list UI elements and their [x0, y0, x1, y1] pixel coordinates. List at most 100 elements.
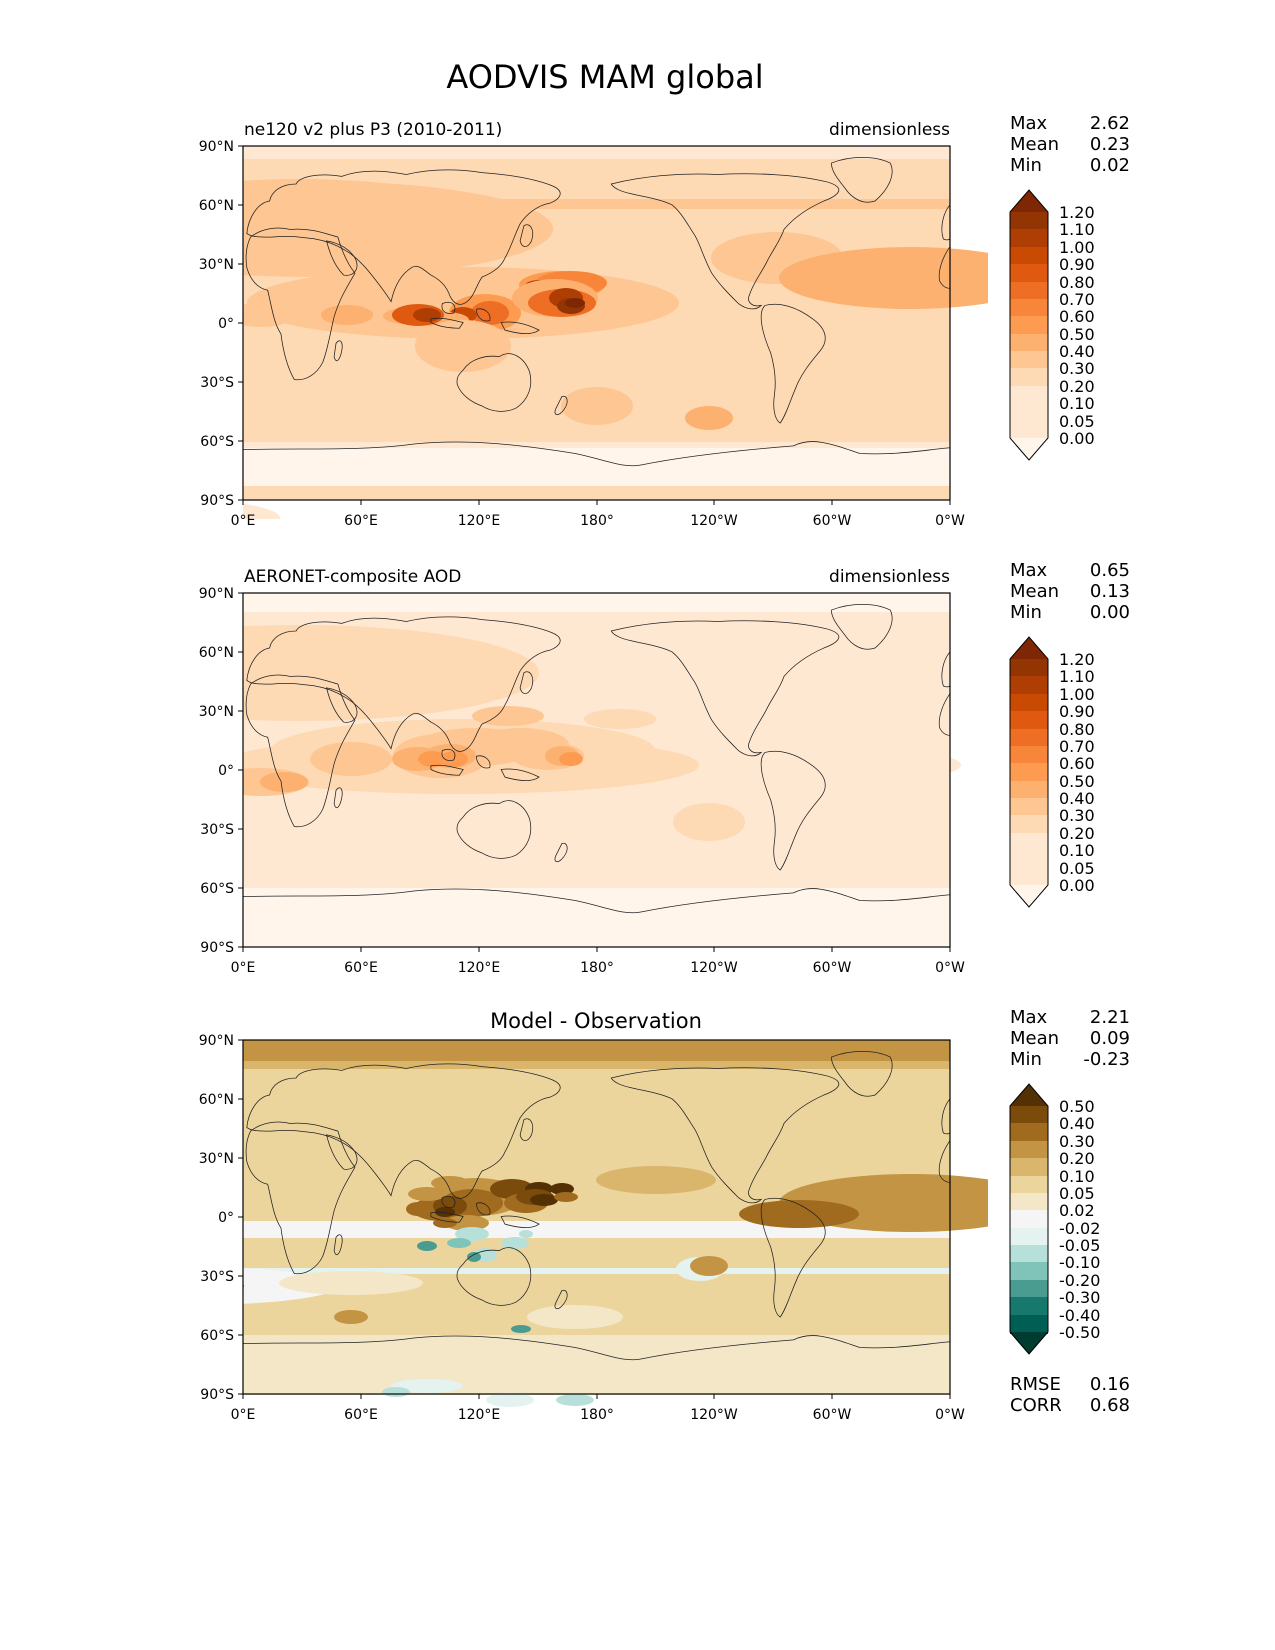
colorbar-level-label: 0.60 — [1059, 754, 1095, 773]
field-patch-12 — [559, 752, 583, 766]
field-patch-13 — [310, 742, 392, 776]
colorbar-segment — [1010, 781, 1048, 800]
lat-tick-label: 30°S — [200, 1269, 234, 1285]
colorbar-segment — [1010, 850, 1048, 869]
field-patch-5 — [779, 247, 988, 309]
colorbar-level-label: 0.90 — [1059, 702, 1095, 721]
field-patch-18 — [113, 759, 185, 787]
field-patch-33 — [0, 506, 132, 530]
lon-tick-label: 60°W — [813, 960, 852, 976]
colorbar-segment — [1010, 763, 1048, 782]
colorbar-level-label: -0.05 — [1059, 1236, 1100, 1255]
colorbar-segment — [1010, 1210, 1048, 1229]
colorbar-segment — [1010, 815, 1048, 834]
lon-tick-label: 120°W — [690, 513, 738, 529]
lat-tick-label: 30°N — [199, 704, 234, 720]
colorbar-extend-top — [1010, 1084, 1048, 1106]
field-patch-24 — [243, 303, 295, 327]
field-patch-22 — [408, 1187, 446, 1201]
lon-tick-label: 120°E — [458, 1407, 501, 1423]
colorbar-segment — [1010, 421, 1048, 440]
colorbar-level-label: 0.30 — [1059, 359, 1095, 378]
figure-title: AODVIS MAM global — [446, 58, 763, 96]
colorbar-segment — [1010, 1280, 1048, 1299]
colorbar-level-label: 0.10 — [1059, 394, 1095, 413]
field-patch-29 — [415, 320, 511, 372]
field-patch-24 — [445, 1215, 489, 1231]
field-patch-23 — [0, 703, 41, 723]
colorbar-segment — [1010, 368, 1048, 387]
lon-tick-label: 60°E — [344, 1407, 378, 1423]
field-patch-39 — [207, 1285, 221, 1293]
stat-value-mean: 0.09 — [1090, 1028, 1130, 1049]
colorbar: 0.500.400.300.200.100.050.02-0.02-0.05-0… — [1009, 1083, 1100, 1355]
colorbar-extend-top — [1010, 190, 1048, 212]
map-field — [0, 592, 961, 948]
colorbar-level-label: 0.80 — [1059, 720, 1095, 739]
colorbar-level-label: -0.30 — [1059, 1288, 1100, 1307]
field-patch-49 — [12, 1456, 108, 1476]
lat-tick-label: 90°S — [200, 1387, 234, 1403]
colorbar-outline — [1009, 636, 1049, 908]
field-patch-1 — [243, 1080, 599, 1148]
map-field — [12, 1039, 988, 1476]
colorbar-segment — [1010, 351, 1048, 370]
field-band-2 — [243, 442, 950, 452]
colorbar-segment — [1010, 403, 1048, 422]
field-patch-48 — [556, 1394, 594, 1406]
lon-tick-label: 0°E — [231, 513, 256, 529]
colorbar-level-label: 0.40 — [1059, 342, 1095, 361]
field-patch-28 — [345, 360, 537, 412]
field-patch-32 — [243, 503, 280, 519]
colorbar-level-label: -0.02 — [1059, 1219, 1100, 1238]
lon-tick-label: 60°E — [344, 513, 378, 529]
colorbar-level-label: 0.00 — [1059, 876, 1095, 895]
map-panel-3: Model - Observation 90°N 60°N 30°N 0° 30°S 60°… — [12, 1007, 1130, 1476]
colorbar-level-label: 1.20 — [1059, 650, 1095, 669]
colorbar-level-label: 0.05 — [1059, 859, 1095, 878]
colorbar-level-label: 0.00 — [1059, 429, 1095, 448]
colorbar-level-label: 0.30 — [1059, 806, 1095, 825]
colorbar-segment — [1010, 1158, 1048, 1177]
stat-value-max: 0.65 — [1090, 560, 1130, 581]
colorbar-level-label: 0.40 — [1059, 789, 1095, 808]
lon-tick-label: 180° — [580, 1407, 614, 1423]
colorbar-segment — [1010, 1176, 1048, 1195]
stat-label-min: Min — [1010, 155, 1042, 176]
colorbar-level-label: 0.20 — [1059, 1149, 1095, 1168]
colorbar-segment — [1010, 386, 1048, 405]
colorbar-level-label: 0.10 — [1059, 841, 1095, 860]
field-band-1 — [243, 888, 950, 948]
lat-tick-label: 0° — [218, 763, 234, 779]
field-patch-15 — [530, 1194, 558, 1206]
field-band-0 — [243, 1040, 950, 1061]
colorbar-level-label: -0.10 — [1059, 1253, 1100, 1272]
colorbar-level-label: -0.20 — [1059, 1271, 1100, 1290]
panel-left-title: ne120 v2 plus P3 (2010-2011) — [244, 120, 502, 140]
lon-tick-label: 180° — [580, 513, 614, 529]
field-patch-46 — [486, 1393, 534, 1407]
colorbar-segment — [1010, 1228, 1048, 1247]
field-patch-25 — [433, 1218, 457, 1228]
field-patch-15 — [418, 751, 446, 767]
field-band-1 — [243, 199, 950, 209]
stat-label-min: Min — [1010, 1049, 1042, 1070]
field-patch-31 — [685, 406, 733, 430]
colorbar-level-label: 0.10 — [1059, 1167, 1095, 1186]
field-patch-21 — [673, 803, 745, 841]
stat-value-min: 0.02 — [1090, 155, 1130, 176]
colorbar-extend-bottom — [1010, 1332, 1048, 1354]
colorbar-segment — [1010, 868, 1048, 887]
stat-label-mean: Mean — [1010, 1028, 1059, 1049]
colorbar-extend-top — [1010, 637, 1048, 659]
field-patch-19 — [435, 1207, 455, 1217]
lat-tick-label: 60°N — [199, 198, 234, 214]
colorbar-level-label: 1.00 — [1059, 685, 1095, 704]
field-patch-44 — [391, 1379, 463, 1393]
stat-label-max: Max — [1010, 1007, 1048, 1028]
field-patch-22 — [817, 751, 961, 779]
panels: ne120 v2 plus P3 (2010-2011) dimensionles… — [0, 113, 1130, 1476]
stat-label-mean: Mean — [1010, 134, 1059, 155]
colorbar-level-label: 0.02 — [1059, 1201, 1095, 1220]
colorbar-segment — [1010, 833, 1048, 852]
